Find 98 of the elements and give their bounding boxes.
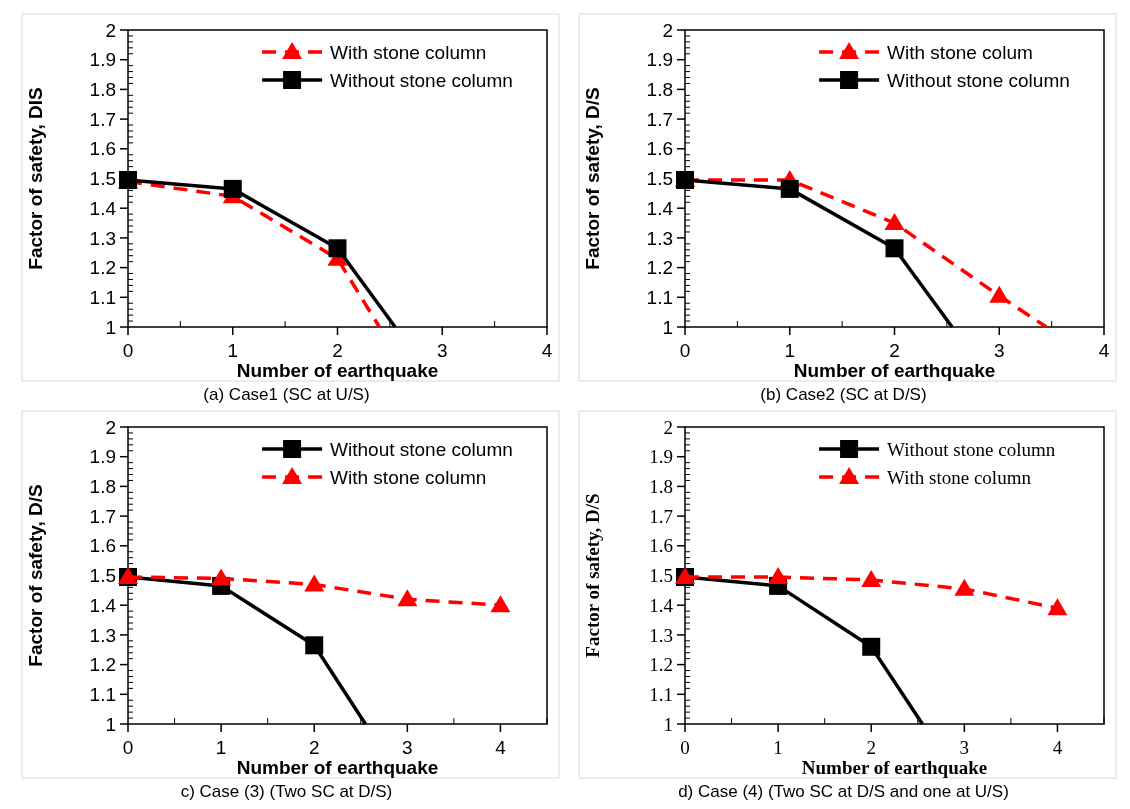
text: d) Case (4) (Two SC at D/S and one at U/S) [678, 782, 1009, 801]
y-tick-label: 1.5 [89, 168, 116, 190]
y-tick-label: 1.7 [89, 108, 116, 130]
x-tick-label: 3 [959, 737, 970, 758]
x-tick-label: 0 [122, 737, 134, 758]
point [768, 566, 789, 584]
y-tick-label: 1.8 [646, 79, 673, 101]
point [954, 578, 975, 596]
y-tick-label: 1.4 [646, 197, 674, 219]
y-tick-label: 1.6 [89, 138, 116, 160]
y-tick-label: 1.1 [89, 286, 116, 308]
y-tick-label: 1.2 [646, 257, 673, 279]
x-tick-label: 1 [215, 737, 227, 758]
legend-label: Without stone column [330, 438, 513, 460]
point [304, 574, 325, 592]
point [397, 589, 418, 607]
y-tick-label: 1.9 [649, 446, 673, 468]
y-tick-label: 1.8 [89, 79, 116, 101]
y-tick-label: 1.7 [649, 505, 673, 527]
legend-label: Without stone column [330, 69, 513, 91]
x-tick-label: 4 [1098, 340, 1110, 361]
y-axis-title: Factor of safety, D/S [25, 484, 46, 667]
x-tick-label: 2 [866, 737, 876, 758]
y-tick-label: 1.2 [89, 257, 116, 279]
x-axis-title: Number of earthquake [793, 360, 996, 381]
x-tick-label: 2 [308, 737, 320, 758]
y-tick-label: 1.4 [649, 594, 674, 616]
legend-label: Without stone column [887, 69, 1070, 91]
x-tick-label: 4 [495, 737, 507, 758]
y-tick-label: 1 [663, 713, 673, 735]
y-tick-label: 1.2 [89, 654, 116, 676]
x-axis-title: Number of earthquake [236, 360, 439, 381]
point [211, 568, 232, 586]
y-tick-label: 2 [663, 416, 673, 438]
y-tick-label: 1.9 [89, 49, 116, 71]
point [1047, 598, 1068, 616]
x-tick-label: 3 [993, 340, 1005, 361]
legend-label: With stone column [330, 41, 487, 63]
x-tick-label: 4 [541, 340, 553, 361]
point [861, 569, 882, 587]
y-tick-label: 2 [105, 19, 116, 41]
x-axis-title: Number of earthquake [236, 757, 439, 778]
text: (a) Case1 (SC at U/S) [203, 385, 370, 404]
y-tick-label: 1.5 [649, 565, 673, 587]
y-tick-label: 1.1 [89, 683, 116, 705]
y-axis-title: Factor of safety, D/S [582, 493, 603, 658]
y-tick-label: 1.9 [646, 49, 673, 71]
point [780, 179, 799, 198]
text: c) Case (3) (Two SC at D/S) [180, 782, 393, 801]
x-axis-title: Number of earthquake [801, 757, 988, 778]
y-tick-label: 1.3 [89, 227, 116, 249]
y-tick-label: 1 [105, 316, 116, 338]
y-tick-label: 1.8 [89, 476, 116, 498]
legend-label: With stone colum [887, 41, 1033, 63]
x-tick-label: 2 [332, 340, 343, 361]
y-tick-label: 1.3 [649, 624, 673, 646]
y-tick-label: 1.6 [89, 535, 116, 557]
y-axis-title: Factor of safety, DIS [25, 87, 46, 270]
y-tick-label: 1.1 [646, 286, 673, 308]
y-tick-label: 1.4 [89, 594, 117, 616]
point [989, 285, 1010, 303]
y-tick-label: 1.3 [89, 624, 116, 646]
y-tick-label: 2 [662, 19, 673, 41]
y-tick-label: 1.7 [89, 505, 116, 527]
point [305, 636, 324, 655]
x-tick-label: 1 [773, 737, 783, 758]
y-tick-label: 1.2 [649, 654, 673, 676]
legend-label: With stone column [330, 466, 487, 488]
y-tick-label: 1 [662, 316, 673, 338]
y-tick-label: 1.7 [646, 108, 673, 130]
y-tick-label: 1.9 [89, 446, 116, 468]
y-tick-label: 1.6 [649, 535, 673, 557]
x-tick-label: 1 [784, 340, 796, 361]
legend-label: Without stone column [887, 438, 1056, 460]
x-tick-label: 0 [679, 340, 691, 361]
point [490, 595, 511, 613]
y-tick-label: 1.8 [649, 476, 673, 498]
y-tick-label: 1.3 [646, 227, 673, 249]
y-tick-label: 1 [105, 713, 116, 735]
x-tick-label: 0 [122, 340, 134, 361]
y-tick-label: 1.5 [89, 565, 116, 587]
x-tick-label: 1 [227, 340, 239, 361]
text: (b) Case2 (SC at D/S) [760, 385, 927, 404]
legend-label: With stone column [887, 466, 1032, 488]
x-tick-label: 0 [680, 737, 690, 758]
y-axis-title: Factor of safety, D/S [582, 87, 603, 270]
y-tick-label: 1.6 [646, 138, 673, 160]
x-tick-label: 4 [1052, 737, 1063, 758]
y-tick-label: 1.4 [89, 197, 117, 219]
y-tick-label: 1.1 [649, 683, 673, 705]
x-tick-label: 3 [402, 737, 413, 758]
point [884, 213, 905, 231]
point [862, 637, 881, 656]
x-tick-label: 2 [889, 340, 900, 361]
point [885, 239, 904, 258]
x-tick-label: 3 [436, 340, 448, 361]
y-tick-label: 2 [105, 416, 116, 438]
y-tick-label: 1.5 [646, 168, 673, 190]
